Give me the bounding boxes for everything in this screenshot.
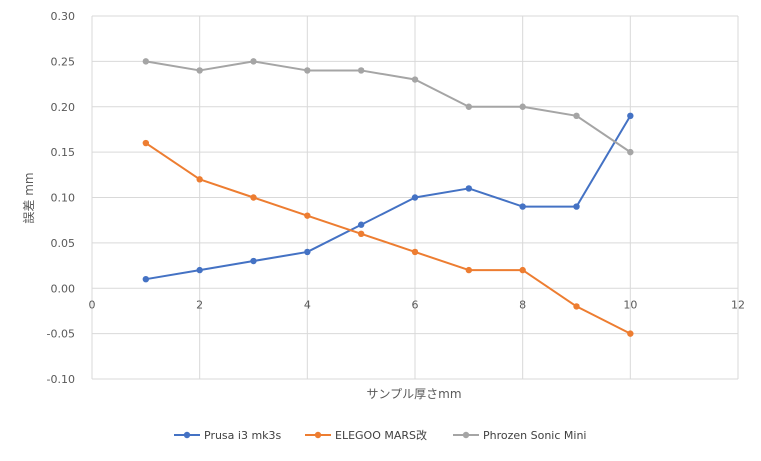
y-tick-label: 0.10	[51, 192, 76, 205]
series-line	[145, 115, 632, 281]
legend-item: Phrozen Sonic Mini	[453, 429, 587, 442]
data-point	[627, 148, 634, 156]
y-tick-labels: 0.30 0.25 0.20 0.15 0.10 0.05 0.00 -0.05 -0.10	[47, 10, 75, 386]
y-tick-label: -0.05	[47, 328, 75, 341]
data-point	[196, 176, 203, 183]
data-point	[142, 139, 150, 147]
x-tick-label: 2	[196, 298, 203, 311]
data-point	[250, 58, 257, 65]
data-point	[142, 275, 150, 283]
legend-label: Prusa i3 mk3s	[204, 429, 282, 442]
data-point	[573, 303, 580, 310]
data-point	[627, 112, 634, 120]
legend-label: ELEGOO MARS改	[335, 428, 427, 442]
y-tick-label: -0.10	[47, 373, 75, 386]
legend-swatch-marker	[462, 431, 470, 439]
series-line	[145, 142, 631, 335]
y-tick-label: 0.30	[51, 10, 76, 23]
data-point	[142, 58, 150, 65]
x-tick-label: 0	[89, 298, 96, 311]
data-point	[357, 221, 365, 228]
series-1	[142, 112, 634, 283]
data-point	[304, 248, 311, 256]
data-point	[250, 257, 257, 265]
data-point	[573, 112, 580, 120]
data-point	[250, 194, 257, 201]
x-tick-labels: 0 2 4 6 8 10 12	[89, 298, 746, 311]
data-point	[465, 266, 473, 274]
data-point	[357, 230, 365, 237]
data-point	[196, 266, 203, 274]
y-tick-label: 0.00	[51, 282, 76, 295]
data-point	[465, 185, 473, 192]
x-tick-label: 6	[412, 298, 419, 311]
legend-item: Prusa i3 mk3s	[174, 429, 282, 442]
legend-swatch-marker	[183, 431, 191, 439]
data-point	[411, 76, 419, 83]
data-point	[411, 194, 419, 201]
data-point	[519, 266, 526, 274]
x-tick-label: 10	[623, 298, 637, 311]
data-point	[304, 212, 311, 219]
y-tick-label: 0.05	[51, 237, 76, 250]
x-tick-label: 8	[519, 298, 526, 311]
x-tick-label: 12	[731, 298, 745, 311]
data-point	[304, 67, 311, 74]
x-tick-label: 4	[304, 298, 311, 311]
legend-label: Phrozen Sonic Mini	[483, 429, 587, 442]
y-tick-label: 0.25	[51, 55, 76, 68]
legend-item: ELEGOO MARS改	[305, 428, 427, 442]
data-point	[465, 103, 473, 110]
data-point	[357, 67, 365, 74]
y-tick-label: 0.20	[51, 101, 76, 114]
series-2	[142, 139, 634, 337]
data-point	[519, 203, 526, 210]
y-axis-title: 誤差 mm	[21, 172, 36, 223]
series-3	[142, 58, 634, 156]
data-point	[411, 248, 419, 256]
x-axis-title: サンプル厚さmm	[366, 387, 461, 401]
data-point	[627, 330, 634, 337]
data-point	[519, 103, 526, 110]
data-point	[196, 67, 203, 74]
legend-swatch-marker	[314, 431, 322, 439]
legend: Prusa i3 mk3s ELEGOO MARS改 Phrozen Sonic M…	[174, 428, 587, 442]
y-tick-label: 0.15	[51, 146, 76, 159]
series-line	[145, 60, 631, 153]
series-plot	[142, 58, 634, 337]
data-point	[573, 203, 580, 210]
